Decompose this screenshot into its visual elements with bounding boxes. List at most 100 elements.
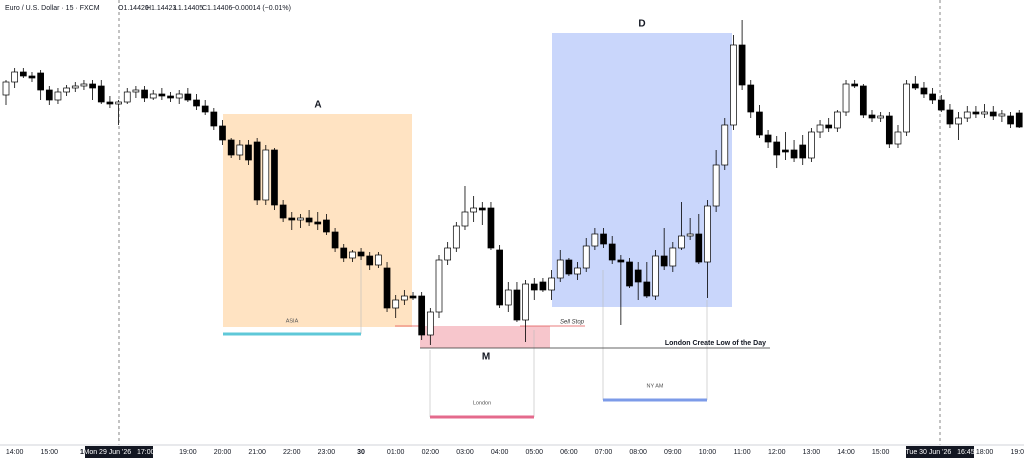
london-box <box>420 326 550 348</box>
x-tick-label: 15:00 <box>41 449 59 456</box>
x-tick-label: 22:00 <box>283 449 301 456</box>
x-tick-label: 05:00 <box>525 449 543 456</box>
x-tick-label: 19:00 <box>179 449 197 456</box>
candle-body <box>790 149 798 159</box>
candle-body <box>539 281 547 291</box>
candle-body <box>504 289 512 306</box>
candle-body <box>175 93 183 99</box>
candle-body <box>461 211 469 227</box>
candle-body <box>877 115 885 119</box>
candle-body <box>721 124 729 166</box>
candle-body <box>695 233 703 263</box>
candle-body <box>955 117 962 125</box>
candle-body <box>401 295 408 301</box>
candle-body <box>141 89 148 99</box>
x-tick-label: 19:00 <box>1010 449 1024 456</box>
candle-body <box>452 225 460 249</box>
candle-body <box>71 85 79 89</box>
x-tick-label: 13:00 <box>803 449 821 456</box>
candle-body <box>669 247 677 267</box>
candle-body <box>478 207 486 211</box>
candle-body <box>600 233 607 245</box>
candle-body <box>816 124 824 133</box>
ohlc-low: L1.14405 <box>174 5 203 12</box>
x-tick-label: 20:00 <box>214 449 232 456</box>
candle-body <box>859 85 867 116</box>
x-tick-label: 21:00 <box>248 449 266 456</box>
candle-body <box>868 114 876 119</box>
x-tick-label: 14:00 <box>6 449 24 456</box>
candle-body <box>37 72 44 91</box>
x-tick-label: 16 <box>80 449 88 456</box>
candle-body <box>158 93 166 97</box>
candle-body <box>513 289 521 321</box>
x-tick-label: 18:00 <box>976 449 994 456</box>
candle-body <box>106 101 114 105</box>
zone-label: A <box>314 100 321 111</box>
candle-body <box>132 89 140 93</box>
candle-body <box>340 247 348 259</box>
candle-body <box>470 207 477 213</box>
candle-body <box>773 141 781 156</box>
candle-body <box>911 83 919 89</box>
x-tick-label: 06:00 <box>560 449 578 456</box>
x-tick-label: 07:00 <box>595 449 613 456</box>
candle-body <box>305 217 313 223</box>
candle-body <box>366 255 374 266</box>
candle-body <box>920 87 928 95</box>
candle-body <box>808 131 815 159</box>
candle-body <box>2 81 10 96</box>
candles <box>2 20 1023 345</box>
candle-body <box>764 134 772 143</box>
candle-body <box>643 281 651 297</box>
candle-body <box>929 93 936 101</box>
candle-body <box>28 75 36 79</box>
candle-body <box>591 233 599 247</box>
crosshair-badge <box>906 446 974 458</box>
candle-body <box>227 139 235 156</box>
candle-body <box>123 91 131 103</box>
candle-body <box>782 149 789 153</box>
candle-body <box>167 95 174 99</box>
x-tick-label: 14:00 <box>837 449 855 456</box>
candle-body <box>80 83 88 87</box>
candle-body <box>19 71 27 77</box>
candle-body <box>903 83 910 133</box>
session-label: London <box>473 400 491 406</box>
candle-body <box>193 99 200 107</box>
x-tick-label: 03:00 <box>456 449 474 456</box>
candle-body <box>730 44 737 126</box>
candle-body <box>989 111 997 117</box>
candle-body <box>349 251 356 259</box>
candle-body <box>963 111 971 119</box>
candle-body <box>279 204 287 219</box>
x-tick-label: 09:00 <box>664 449 682 456</box>
x-tick-label: 15:00 <box>872 449 890 456</box>
x-tick-label: 01:00 <box>387 449 405 456</box>
candle-body <box>219 125 226 141</box>
candle-body <box>626 261 633 287</box>
candle-body <box>331 231 339 249</box>
candle-body <box>834 111 841 129</box>
candle-body <box>271 149 278 206</box>
candle-body <box>851 83 859 87</box>
drawings: A D M ASIA London NY AM Sell Stop London… <box>118 0 941 445</box>
candle-body <box>210 111 218 127</box>
candle-body <box>487 207 495 249</box>
candle-body <box>652 255 659 297</box>
ohlc-high: H1.14423 <box>146 5 176 12</box>
candle-body <box>756 111 763 136</box>
candle-body <box>565 259 573 275</box>
candle-body <box>426 311 434 336</box>
candle-body <box>894 131 902 145</box>
candle-body <box>288 217 296 221</box>
candle-body <box>435 259 443 313</box>
candle-body <box>63 87 70 93</box>
crosshair-label: Tue 30 Jun '26 16:45 <box>905 449 974 456</box>
candle-body <box>357 251 365 257</box>
ohlc-open: O1.14420 <box>118 5 149 12</box>
candle-body <box>323 219 330 233</box>
candle-body <box>253 141 261 201</box>
candle-body <box>634 269 642 283</box>
candle-body <box>998 113 1006 117</box>
